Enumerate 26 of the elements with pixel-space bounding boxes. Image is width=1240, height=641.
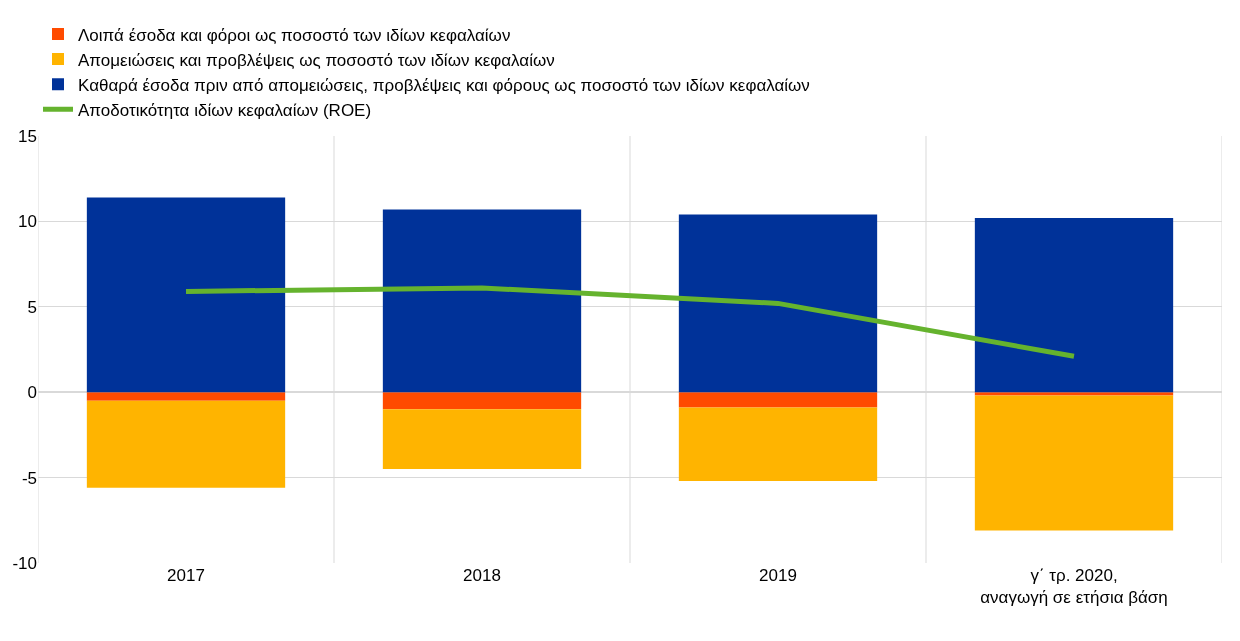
- x-tick-label: 2018: [463, 566, 501, 585]
- x-tick-label: γ΄ τρ. 2020, αναγωγή σε ετήσια βάση: [980, 566, 1168, 608]
- bar: [974, 217, 1174, 393]
- y-tick-label: -5: [21, 468, 37, 488]
- legend-label: Αποδοτικότητα ιδίων κεφαλαίων (ROE): [78, 100, 372, 120]
- legend-label: Καθαρά έσοδα πριν από απομειώσεις, προβλέψεις και φόρους ως ποσοστό των ιδίων κεφαλαίων: [78, 75, 810, 95]
- bar: [974, 392, 1174, 396]
- legend-label: Λοιπά έσοδα και φόροι ως ποσοστό των ιδίων κεφαλαίων: [78, 25, 511, 45]
- bar: [382, 209, 582, 393]
- bar: [678, 407, 878, 482]
- bar: [974, 395, 1174, 531]
- bar: [678, 214, 878, 393]
- y-tick-label: 5: [27, 297, 37, 317]
- y-tick-label: 0: [27, 383, 37, 403]
- y-tick-label: 15: [18, 126, 37, 146]
- bar: [86, 400, 286, 488]
- bar: [86, 197, 286, 393]
- x-tick-label: 2017: [167, 566, 205, 585]
- y-tick-label: 10: [18, 212, 37, 232]
- x-tick-label: 2019: [759, 566, 797, 585]
- y-tick-label: -10: [12, 553, 37, 573]
- bar: [678, 392, 878, 408]
- bar: [382, 409, 582, 470]
- bar: [382, 392, 582, 410]
- legend-label: Απομειώσεις και προβλέψεις ως ποσοστό των ιδίων κεφαλαίων: [78, 50, 555, 70]
- bar: [86, 392, 286, 401]
